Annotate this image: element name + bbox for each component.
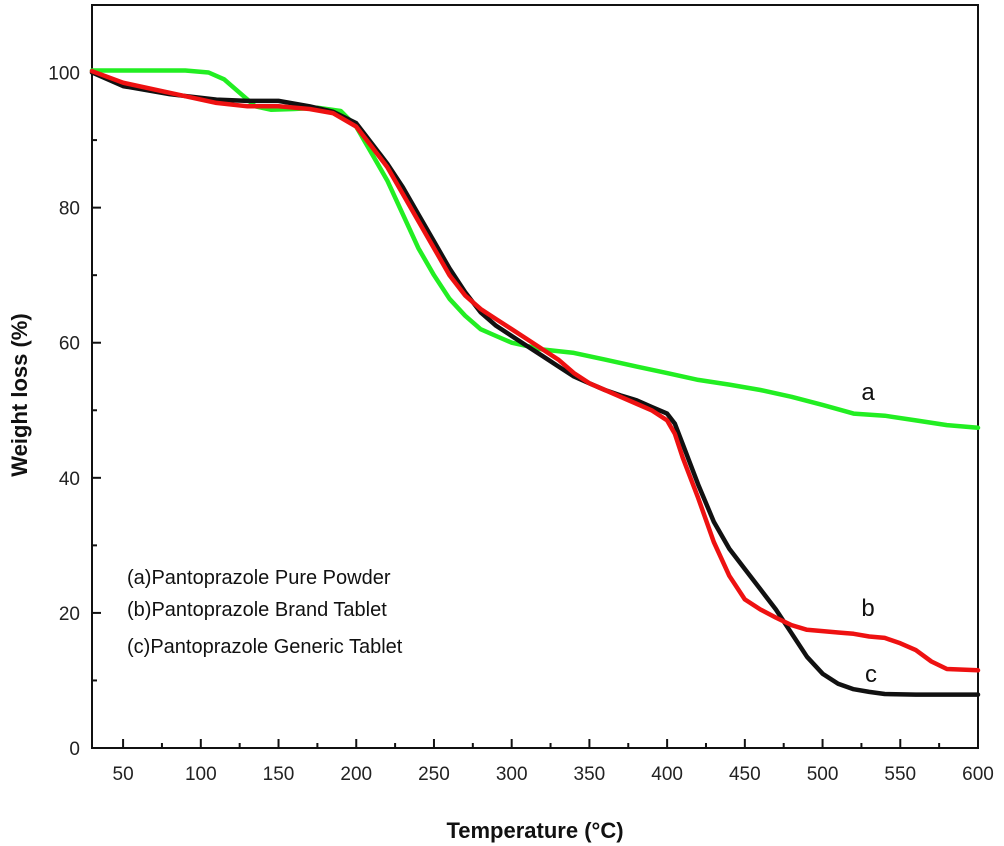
x-tick-label: 550 bbox=[884, 764, 916, 785]
x-tick-label: 600 bbox=[962, 764, 994, 785]
x-tick-label: 450 bbox=[729, 764, 761, 785]
x-tick-label: 350 bbox=[574, 764, 606, 785]
series-line-b bbox=[89, 68, 981, 673]
plot-frame bbox=[91, 4, 979, 749]
curve-label-b: b bbox=[861, 595, 874, 622]
y-axis-ticks: 0 20 40 60 80 100 bbox=[48, 4, 101, 760]
x-axis-ticks: 50 100 150 200 250 300 350 400 450 500 550 600 bbox=[113, 739, 994, 785]
legend-entry-a: (a)Pantoprazole Pure Powder bbox=[127, 567, 391, 589]
legend: (a)Pantoprazole Pure Powder (b)Pantopraz… bbox=[127, 567, 403, 658]
x-tick-label: 500 bbox=[807, 764, 839, 785]
curve-label-a: a bbox=[861, 379, 875, 406]
x-tick-label: 300 bbox=[496, 764, 528, 785]
curve-labels: a b c bbox=[861, 379, 877, 688]
y-tick-label: 80 bbox=[59, 199, 80, 220]
y-tick-label: 0 bbox=[69, 739, 80, 760]
x-tick-label: 400 bbox=[651, 764, 683, 785]
curve-label-c: c bbox=[865, 661, 877, 688]
x-tick-label: 250 bbox=[418, 764, 450, 785]
series-line-a bbox=[89, 68, 981, 431]
x-tick-label: 100 bbox=[185, 764, 217, 785]
x-tick-label: 50 bbox=[113, 764, 134, 785]
x-tick-label: 150 bbox=[263, 764, 295, 785]
x-tick-label: 200 bbox=[340, 764, 372, 785]
legend-entry-c: (c)Pantoprazole Generic Tablet bbox=[127, 636, 403, 658]
x-axis-title: Temperature (°C) bbox=[446, 818, 623, 843]
y-tick-label: 40 bbox=[59, 469, 80, 490]
series-curves bbox=[89, 68, 981, 697]
y-tick-label: 100 bbox=[48, 64, 80, 85]
y-tick-label: 20 bbox=[59, 604, 80, 625]
y-axis-title: Weight loss (%) bbox=[7, 313, 32, 476]
legend-entry-b: (b)Pantoprazole Brand Tablet bbox=[127, 599, 387, 621]
y-tick-label: 60 bbox=[59, 334, 80, 355]
